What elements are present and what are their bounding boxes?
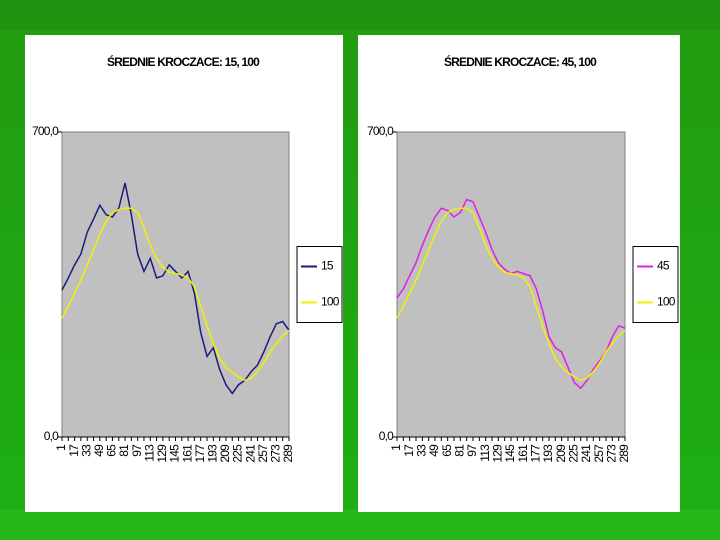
x-tick-label: 81 [117,444,131,457]
plot-area [396,131,626,438]
x-tick-label: 273 [269,444,283,463]
x-tick-label: 49 [92,444,106,457]
y-tick-label: 700,0 [367,124,394,138]
legend-label: 100 [657,295,676,309]
x-tick-label: 17 [402,444,416,457]
x-tick-label: 161 [180,444,194,463]
x-tick-label: 129 [491,444,505,463]
series-line [61,182,290,395]
x-tick-label: 97 [465,444,479,457]
x-tick-label: 17 [67,444,81,457]
x-tick-label: 257 [592,444,606,463]
x-tick-label: 65 [105,444,119,457]
legend-box [296,246,343,323]
chart-title: ŚREDNIE KROCZACE: 45, 100 [444,54,597,69]
x-tick-label: 193 [206,444,220,463]
legend-label: 45 [657,259,670,273]
y-tick-label: 0,0 [379,429,394,443]
legend-box [632,246,679,323]
x-tick-label: 193 [541,444,555,463]
y-tick-label: 0,0 [44,429,59,443]
band [0,510,720,540]
series-line [61,207,290,382]
x-tick-label: 1 [389,444,403,451]
series-line [396,207,626,382]
x-tick-label: 65 [440,444,454,457]
x-tick-label: 113 [478,444,492,462]
legend-label: 15 [321,259,334,273]
x-tick-label: 209 [218,444,232,463]
x-tick-label: 225 [567,444,581,463]
legend-label: 100 [321,295,340,309]
x-tick-label: 145 [503,444,517,463]
x-tick-label: 257 [256,444,270,463]
y-tick-label: 700,0 [32,124,59,138]
x-tick-label: 209 [554,444,568,463]
x-tick-label: 81 [453,444,467,457]
x-tick-label: 273 [605,444,619,463]
x-tick-label: 241 [579,444,593,463]
x-tick-label: 49 [427,444,441,457]
x-tick-label: 225 [231,444,245,463]
x-tick-label: 1 [54,444,68,451]
x-tick-label: 97 [130,444,144,457]
band [0,0,720,30]
x-tick-label: 177 [193,444,207,463]
x-tick-label: 289 [281,444,295,463]
x-tick-label: 161 [516,444,530,463]
x-tick-label: 145 [168,444,182,463]
x-tick-label: 177 [529,444,543,463]
x-tick-label: 33 [79,444,93,457]
x-tick-label: 113 [142,444,156,462]
x-tick-label: 289 [617,444,631,463]
plot-area [61,131,290,438]
x-tick-label: 129 [155,444,169,463]
chart-title: ŚREDNIE KROCZACE: 15, 100 [107,54,260,69]
x-tick-label: 241 [243,444,257,463]
x-tick-label: 33 [415,444,429,457]
